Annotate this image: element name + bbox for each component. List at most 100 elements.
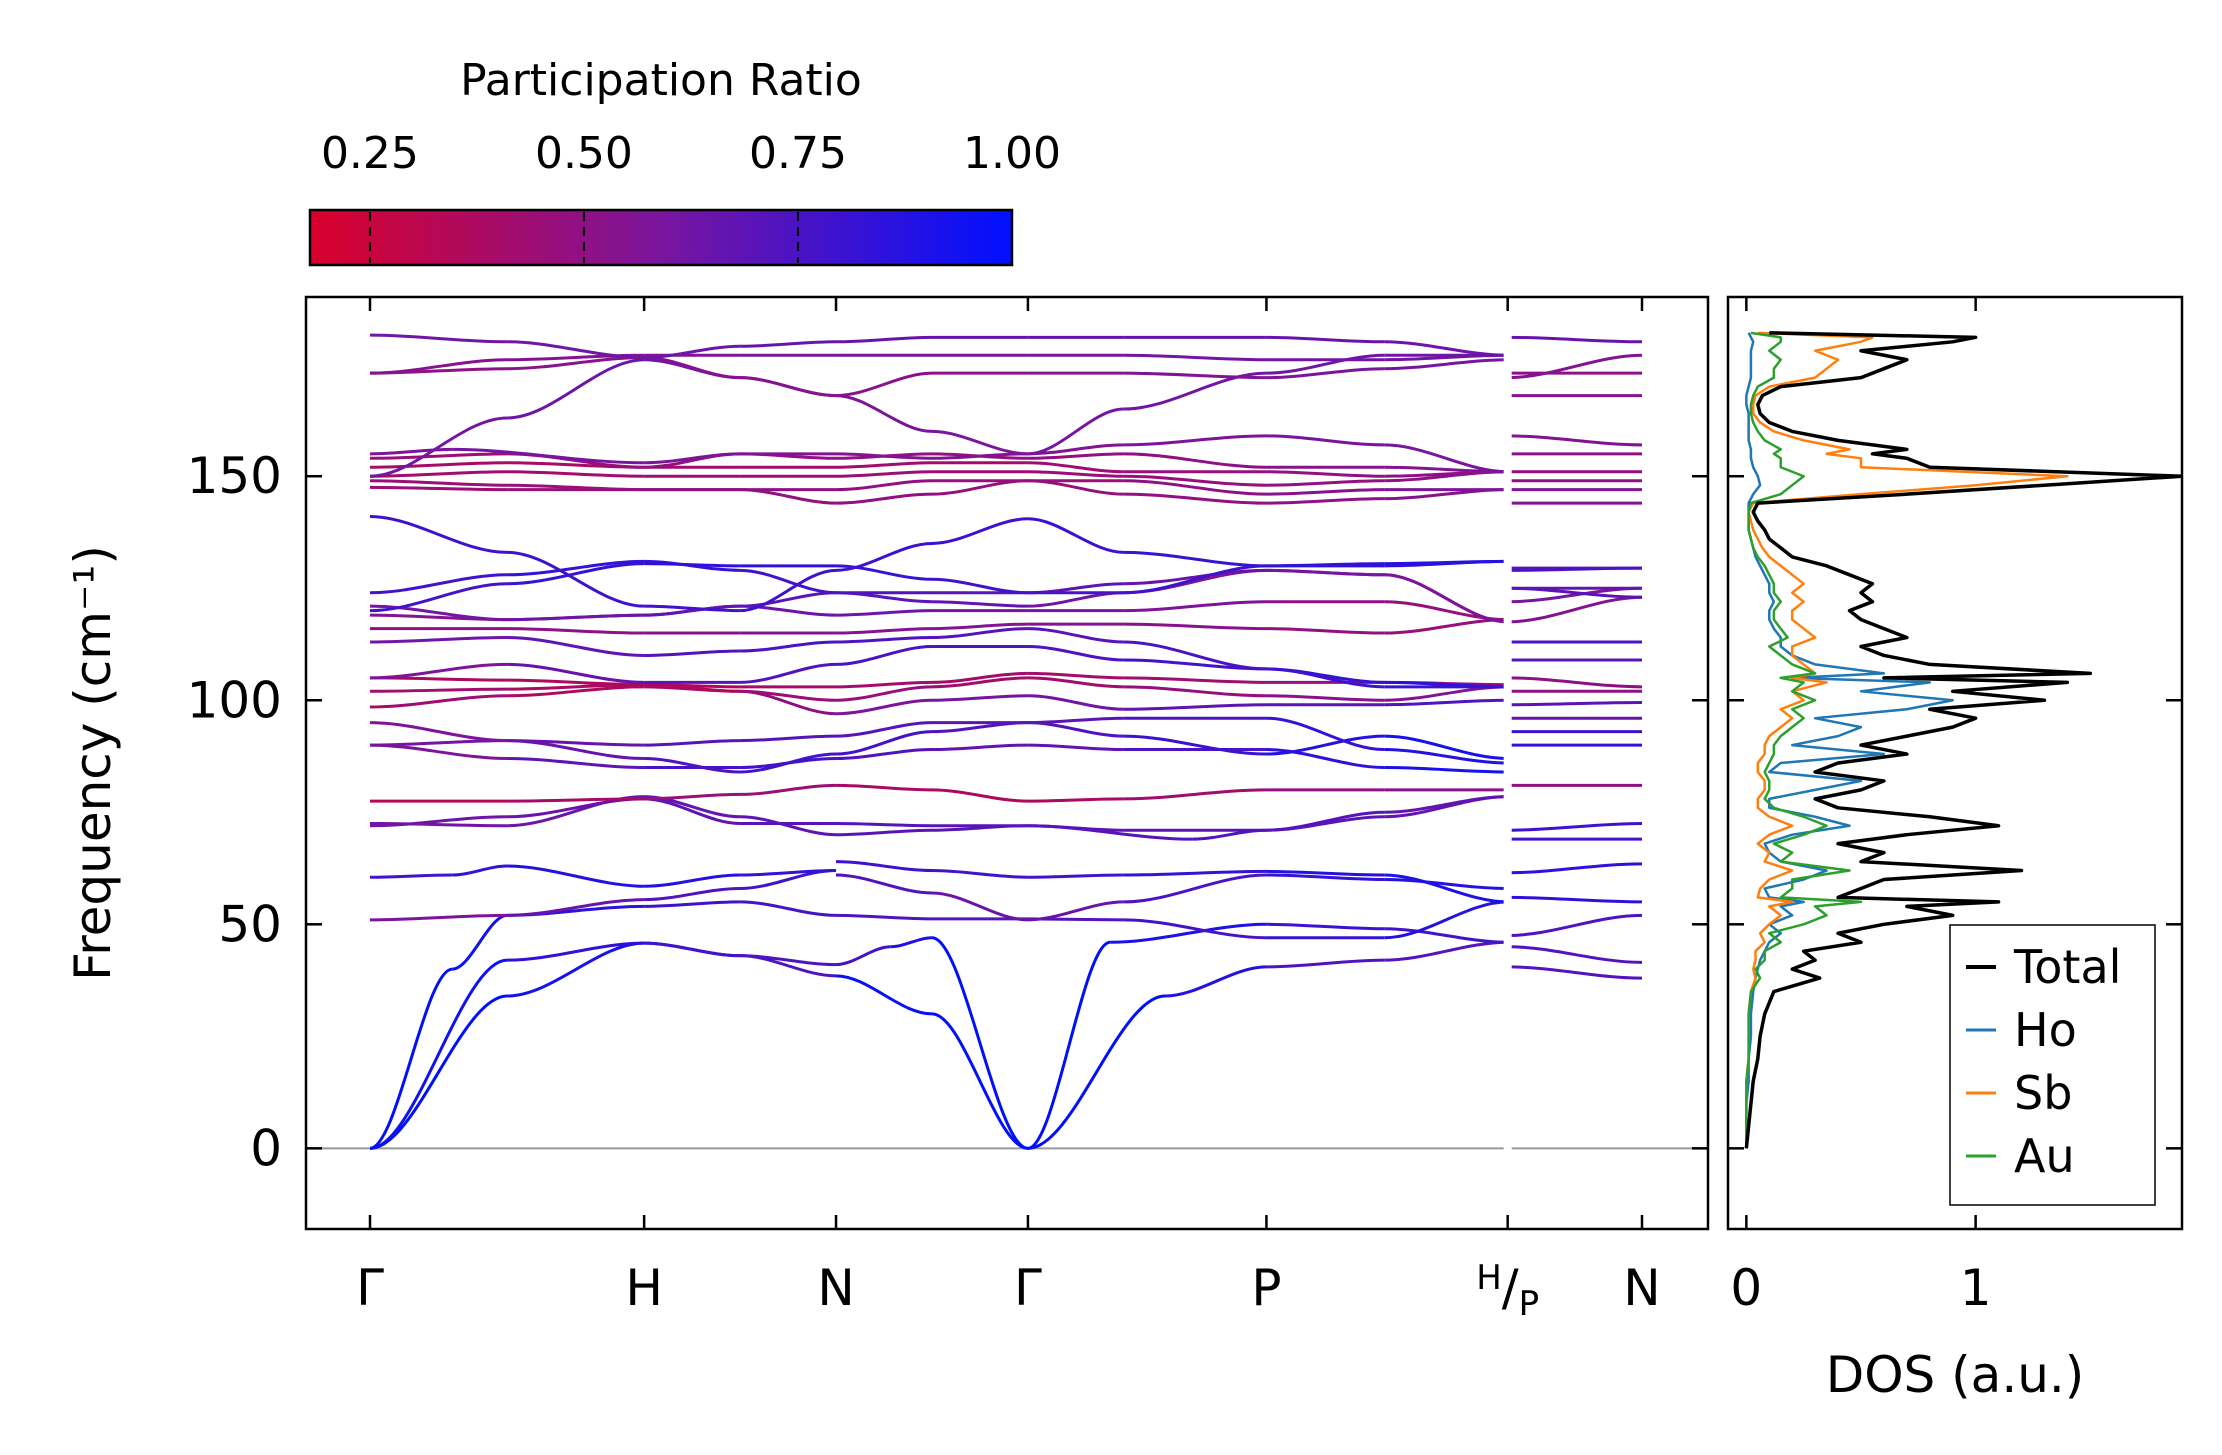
band-series [369,627,1642,689]
band-segment [1384,559,1508,568]
band-segment [1266,367,1385,380]
band-segment [740,752,837,774]
band-series [369,559,1642,624]
band-segment [369,694,508,709]
band-segment [369,873,453,879]
band-segment [836,748,932,761]
band-segment [1266,335,1385,344]
dos-plot-frame [1726,295,2184,1231]
band-segment [1507,676,1643,689]
band-segment [931,622,1028,631]
band-segment [836,913,932,921]
x-tick-label: P [1251,1259,1281,1317]
band-segment [1027,461,1124,474]
band-segment [740,340,837,348]
band-segment [931,936,1029,1150]
band-segment [644,739,741,747]
band-segment [507,613,645,622]
x-tick-label: N [1623,1259,1660,1317]
band-segment [1266,488,1385,496]
band-segment [1027,994,1166,1150]
band-segment [836,860,932,873]
band-segment [507,685,645,698]
band-series [369,922,1643,1150]
band-segment [507,941,645,962]
band-segment [836,564,932,581]
band-segment [507,739,645,747]
band-segment [1507,353,1643,380]
band-segment [369,604,508,622]
band-segment [1507,945,1643,964]
band-series [369,479,1642,505]
legend-box [1949,924,2156,1206]
band-segment [836,783,932,792]
y-axis-label: Frequency (cm⁻¹) [64,545,122,981]
band-segment [1507,913,1643,938]
band-segment [835,974,933,1016]
band-segment [931,429,1028,456]
band-segment [1266,479,1385,487]
band-segment [1027,591,1124,608]
band-segment [452,447,645,465]
x-tick-label: Γ [356,1259,384,1317]
band-segment [836,828,932,837]
band-segment [369,967,453,1150]
colorbar: Participation Ratio 0.25 0.50 0.75 1.00 [308,55,1061,267]
band-segment [931,600,1028,608]
legend: Total Ho Sb Au [1949,924,2156,1206]
band-segment [1266,470,1385,478]
band-segment [1027,900,1124,922]
band-segment [1123,918,1267,940]
colorbar-tick-label: 0.75 [749,128,847,179]
band-segment [369,636,508,644]
colorbar-label: Participation Ratio [460,55,862,106]
band-segment [507,550,645,608]
band-segment [836,541,932,572]
band-segment [931,577,1028,595]
x-tick-label: Γ [1014,1259,1042,1317]
dos-panel: 0 1 DOS (a.u.) Total Ho Sb Au [1726,295,2184,1404]
band-segment [369,479,508,487]
band-segment [836,371,932,398]
band-segment [1266,667,1385,689]
band-segment [1266,873,1385,881]
band-segment [1384,573,1508,624]
x-tick-label: H [625,1259,663,1317]
band-segment [1123,568,1267,586]
legend-label: Au [2014,1129,2075,1183]
band-segment [369,687,508,693]
y-tick-label: 50 [218,895,282,953]
band-segment [1266,869,1385,877]
dos-line-au [1745,331,1863,1149]
band-segment [1266,748,1385,769]
band-segment [507,757,645,769]
dos-x-axis-label: DOS (a.u.) [1826,1346,2085,1404]
band-series [369,685,1643,716]
band-segment [740,568,837,595]
band-segment [836,479,932,492]
band-segment [1027,470,1124,478]
x-tick-label: H/P [1476,1258,1539,1324]
band-plot-frame [304,295,1710,1231]
band-segment [1027,721,1124,738]
band-segment [1123,371,1267,411]
band-segment [836,636,932,644]
band-segment [1123,353,1267,362]
band-segment [1384,340,1508,357]
band-series [369,644,1642,689]
band-segment [507,864,645,888]
band-segment [1027,873,1124,879]
band-segment [1384,878,1508,890]
band-segment [740,640,837,653]
band-segment [369,333,508,344]
band-segment [1123,734,1267,756]
band-segment [369,573,508,595]
band-segment [644,886,741,902]
band-segment [1123,474,1267,487]
band-segment [1266,694,1385,702]
band-segment [1164,965,1267,998]
band-segment [644,344,741,359]
band-segment [836,609,932,617]
band-segment [836,730,932,756]
dos-x-tick-label: 0 [1730,1259,1762,1317]
